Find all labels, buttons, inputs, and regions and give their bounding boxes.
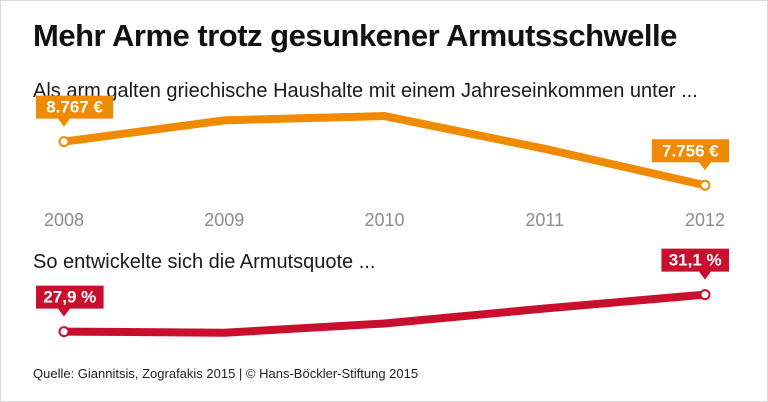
threshold-point-4 bbox=[699, 179, 711, 191]
x-tick-2008: 2008 bbox=[44, 210, 84, 230]
rate-label-box-4 bbox=[661, 248, 729, 280]
x-tick-2011: 2011 bbox=[525, 210, 564, 230]
x-tick-2009: 2009 bbox=[204, 210, 244, 230]
rate-subtitle: So entwickelte sich die Armutsquote ... bbox=[33, 251, 376, 273]
chart-title: Mehr Arme trotz gesunkener Armutsschwell… bbox=[33, 18, 677, 53]
threshold-label-box-0 bbox=[36, 95, 114, 127]
x-tick-2012: 2012 bbox=[685, 210, 725, 230]
threshold-series-line bbox=[63, 112, 706, 190]
threshold-data-label-0: 8.767 € bbox=[46, 98, 103, 117]
threshold-label-box-4 bbox=[651, 139, 729, 171]
threshold-data-label-4: 7.756 € bbox=[662, 141, 719, 160]
source-note: Quelle: Giannitsis, Zografakis 2015 | © … bbox=[33, 366, 419, 381]
x-tick-2010: 2010 bbox=[364, 210, 404, 230]
rate-data-label-4: 31,1 % bbox=[669, 251, 722, 270]
threshold-subtitle: Als arm galten griechische Haushalte mit… bbox=[33, 80, 698, 102]
threshold-point-0 bbox=[58, 136, 70, 148]
rate-point-4 bbox=[699, 289, 711, 301]
rate-point-0 bbox=[58, 326, 70, 338]
rate-data-label-0: 27,9 % bbox=[43, 288, 96, 307]
rate-label-box-0 bbox=[36, 285, 104, 317]
rate-series-line bbox=[63, 290, 706, 337]
